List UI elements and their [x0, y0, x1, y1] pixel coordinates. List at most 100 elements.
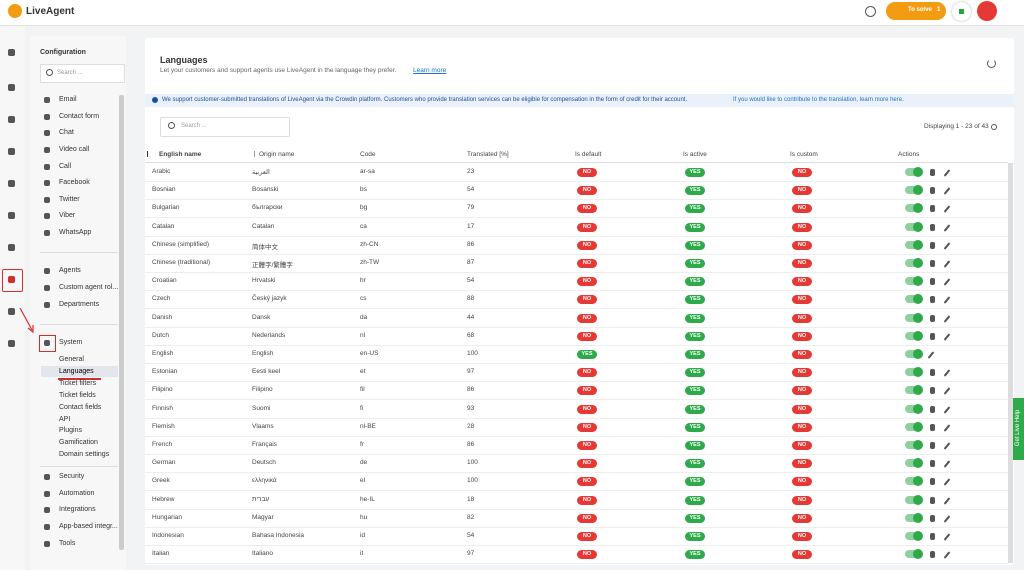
set-default-icon[interactable]	[930, 169, 935, 176]
sidebar-item[interactable]: Automation	[59, 490, 94, 497]
status-badge: NO	[577, 477, 597, 486]
toggle-knob	[913, 167, 923, 177]
sidebar-item[interactable]: Tools	[59, 540, 75, 547]
column-header[interactable]: Code	[360, 151, 376, 158]
refresh-icon[interactable]	[987, 59, 996, 68]
sidebar-item[interactable]: Integrations	[59, 506, 96, 513]
set-default-icon[interactable]	[930, 224, 935, 231]
table-cell: 97	[467, 550, 474, 557]
set-default-icon[interactable]	[930, 533, 935, 540]
rail-icon[interactable]	[8, 340, 15, 347]
set-default-icon[interactable]	[930, 333, 935, 340]
rail-icon[interactable]	[8, 116, 15, 123]
table-cell: bg	[360, 204, 367, 211]
set-default-icon[interactable]	[930, 187, 935, 194]
table-cell: bs	[360, 186, 367, 193]
status-badge: NO	[792, 168, 812, 177]
table-cell: Czech	[152, 295, 170, 302]
table-cell: Français	[252, 441, 277, 448]
set-default-icon[interactable]	[930, 497, 935, 504]
rail-icon[interactable]	[8, 148, 15, 155]
sidebar-item[interactable]: Contact form	[59, 113, 99, 120]
set-default-icon[interactable]	[930, 278, 935, 285]
sidebar-item[interactable]: System	[59, 339, 82, 346]
column-header[interactable]: Origin name	[259, 151, 294, 158]
sidebar-item[interactable]: Custom agent rol...	[59, 284, 118, 291]
sidebar-item[interactable]: Facebook	[59, 179, 90, 186]
help-tab-text: Get Live Help	[1015, 403, 1021, 453]
status-badge: NO	[792, 532, 812, 541]
table-cell: 97	[467, 368, 474, 375]
rail-icon[interactable]	[8, 244, 15, 251]
set-default-icon[interactable]	[930, 424, 935, 431]
rail-icon[interactable]	[8, 84, 15, 91]
sub-item[interactable]: Domain settings	[59, 451, 109, 458]
row-line	[145, 509, 1008, 510]
table-cell: French	[152, 441, 172, 448]
sub-item[interactable]: General	[59, 356, 84, 363]
sidebar-icon	[44, 507, 50, 513]
set-default-icon[interactable]	[930, 406, 935, 413]
rail-icon[interactable]	[8, 49, 15, 56]
search-box[interactable]	[160, 117, 290, 137]
table-cell: fr	[360, 441, 364, 448]
rail-icon[interactable]	[8, 308, 15, 315]
set-default-icon[interactable]	[930, 551, 935, 558]
set-default-icon[interactable]	[930, 315, 935, 322]
set-default-icon[interactable]	[930, 369, 935, 376]
add-button[interactable]	[865, 6, 876, 17]
status-badge: NO	[577, 496, 597, 505]
sidebar-item[interactable]: Chat	[59, 129, 74, 136]
status-badge: NO	[577, 514, 597, 523]
set-default-icon[interactable]	[930, 478, 935, 485]
call-button[interactable]	[977, 1, 997, 21]
sidebar-item[interactable]: Video call	[59, 146, 89, 153]
set-default-icon[interactable]	[930, 242, 935, 249]
sidebar-item[interactable]: Twitter	[59, 196, 80, 203]
sub-item[interactable]: Languages	[59, 368, 94, 375]
table-cell: Suomi	[252, 405, 270, 412]
set-default-icon[interactable]	[930, 460, 935, 467]
sub-item[interactable]: Ticket fields	[59, 392, 96, 399]
sidebar-item[interactable]: Call	[59, 163, 71, 170]
sidebar-item[interactable]: Security	[59, 473, 84, 480]
sidebar-item[interactable]: Departments	[59, 301, 99, 308]
sub-item[interactable]: Contact fields	[59, 404, 101, 411]
set-default-icon[interactable]	[930, 296, 935, 303]
rail-icon[interactable]	[8, 212, 15, 219]
table-cell: 23	[467, 168, 474, 175]
status-badge: YES	[685, 459, 705, 468]
sidebar-item[interactable]: Agents	[59, 267, 81, 274]
column-header[interactable]: English name	[159, 151, 201, 158]
sidebar-item[interactable]: App-based integr...	[59, 523, 118, 530]
status-badge: NO	[792, 496, 812, 505]
sub-item[interactable]: Gamification	[59, 439, 98, 446]
set-default-icon[interactable]	[930, 387, 935, 394]
column-header[interactable]: Is active	[683, 151, 707, 158]
sub-item[interactable]: Plugins	[59, 427, 82, 434]
info-link[interactable]: If you would like to contribute to the t…	[733, 97, 904, 103]
table-cell: English	[152, 350, 173, 357]
column-header[interactable]: Is custom	[790, 151, 818, 158]
sub-item[interactable]: Ticket filters	[59, 380, 96, 387]
row-line	[145, 527, 1008, 528]
sidebar-icon	[44, 524, 50, 530]
sidebar-item[interactable]: Email	[59, 96, 77, 103]
row-line	[145, 563, 1008, 564]
sub-item[interactable]: API	[59, 416, 70, 423]
table-cell: el	[360, 477, 365, 484]
rail-icon[interactable]	[8, 180, 15, 187]
learn-more-link[interactable]: Learn more	[413, 67, 446, 74]
set-default-icon[interactable]	[930, 260, 935, 267]
sidebar-item[interactable]: Viber	[59, 212, 75, 219]
status-badge: NO	[577, 295, 597, 304]
table-cell: العربية	[252, 168, 270, 176]
column-header[interactable]: Translated [%]	[467, 151, 509, 158]
set-default-icon[interactable]	[930, 205, 935, 212]
rail-icon[interactable]	[8, 276, 15, 283]
column-header[interactable]: Is default	[575, 151, 601, 158]
set-default-icon[interactable]	[930, 515, 935, 522]
sidebar-item[interactable]: WhatsApp	[59, 229, 91, 236]
sidebar-icon	[44, 230, 50, 236]
set-default-icon[interactable]	[930, 442, 935, 449]
